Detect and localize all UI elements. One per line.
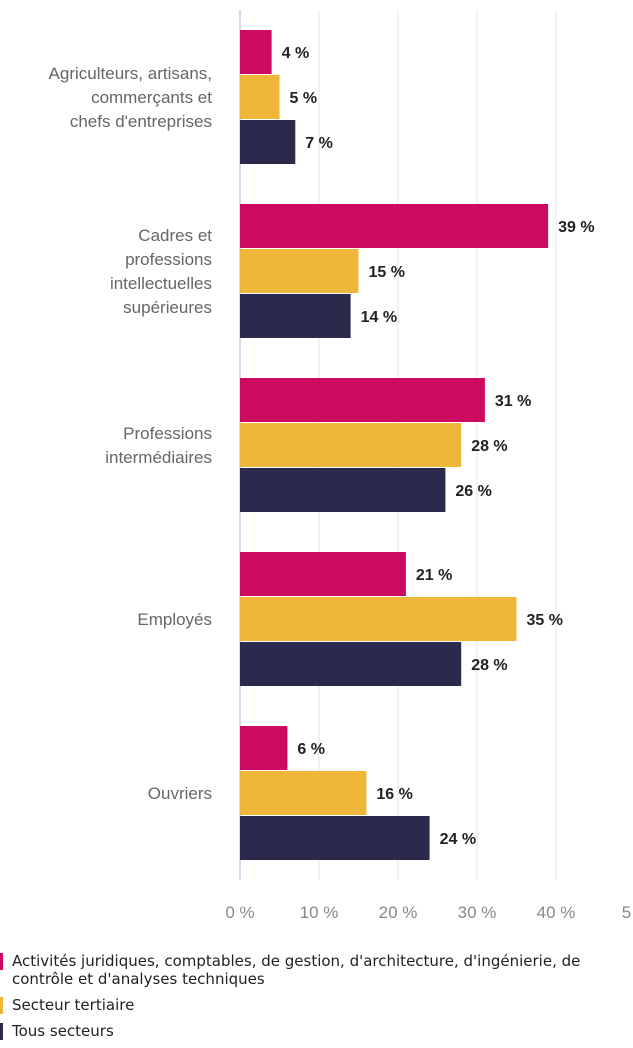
bar[interactable] <box>240 75 280 119</box>
legend-label: Tous secteurs <box>12 1022 114 1040</box>
data-label: 6 % <box>297 741 325 758</box>
bar[interactable] <box>240 423 462 467</box>
bar[interactable] <box>240 642 462 686</box>
bar[interactable] <box>240 294 351 338</box>
data-label: 24 % <box>440 831 476 848</box>
data-label: 14 % <box>361 309 397 326</box>
x-axis-ticks: 0 % 10 % 20 % 30 % 40 % 5… <box>225 903 633 922</box>
data-label: 4 % <box>282 45 310 62</box>
data-label: 16 % <box>376 786 412 803</box>
bar[interactable] <box>240 204 549 248</box>
category-label: Agriculteurs, artisans, commerçants et che… <box>49 64 213 131</box>
bar[interactable] <box>240 771 367 815</box>
legend-item-tous-secteurs[interactable]: Tous secteurs <box>0 1022 633 1040</box>
bars <box>240 30 549 860</box>
category-label: Cadres et professions intellectuelles supér… <box>110 226 212 317</box>
legend-label: Secteur tertiaire <box>12 996 135 1014</box>
x-tick-label: 20 % <box>379 903 418 922</box>
bar[interactable] <box>240 249 359 293</box>
bar[interactable] <box>240 30 272 74</box>
x-tick-label: 30 % <box>458 903 497 922</box>
x-tick-label: 0 % <box>225 903 254 922</box>
value-labels: 4 % 5 % 7 % 39 % 15 % 14 % 31 % 28 % 26 % 21 % 35 … <box>282 45 595 848</box>
bar[interactable] <box>240 816 430 860</box>
data-label: 5 % <box>290 90 318 107</box>
bar[interactable] <box>240 378 485 422</box>
category-label: Ouvriers <box>148 784 212 803</box>
bar[interactable] <box>240 597 517 641</box>
data-label: 28 % <box>471 438 507 455</box>
category-label: Employés <box>137 610 212 629</box>
legend-item-tertiaire[interactable]: Secteur tertiaire <box>0 996 633 1014</box>
legend: Activités juridiques, comptables, de ges… <box>0 952 633 1048</box>
data-label: 35 % <box>527 612 563 629</box>
data-label: 7 % <box>305 135 333 152</box>
data-label: 15 % <box>369 264 405 281</box>
legend-swatch <box>0 953 3 970</box>
data-label: 26 % <box>455 483 491 500</box>
bar[interactable] <box>240 468 446 512</box>
category-label: Professions intermédiaires <box>105 424 212 467</box>
x-tick-label: 10 % <box>300 903 339 922</box>
x-tick-label: 5… <box>622 903 633 922</box>
legend-item-juridique[interactable]: Activités juridiques, comptables, de ges… <box>0 952 633 988</box>
x-tick-label: 40 % <box>537 903 576 922</box>
data-label: 31 % <box>495 393 531 410</box>
legend-swatch <box>0 997 3 1014</box>
data-label: 28 % <box>471 657 507 674</box>
legend-swatch <box>0 1023 3 1040</box>
category-labels: Agriculteurs, artisans, commerçants et che… <box>49 64 213 803</box>
bar-chart: Agriculteurs, artisans, commerçants et che… <box>49 10 633 922</box>
legend-label: Activités juridiques, comptables, de ges… <box>12 952 581 988</box>
bar[interactable] <box>240 552 406 596</box>
bar[interactable] <box>240 726 288 770</box>
data-label: 39 % <box>558 219 594 236</box>
bar[interactable] <box>240 120 296 164</box>
data-label: 21 % <box>416 567 452 584</box>
